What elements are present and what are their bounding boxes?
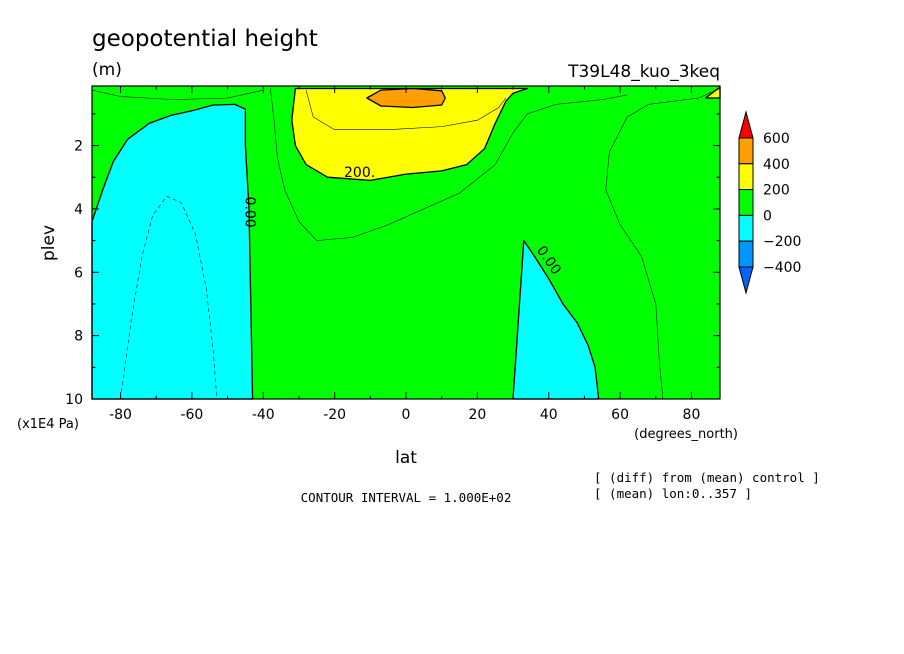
positive-region-200-400 [291,87,528,182]
note-mean: [ (mean) lon:0..357 ] [594,486,752,501]
colorbar-label: −400 [763,260,801,276]
x-axis-label: lat [395,448,417,468]
colorbar-label: 600 [763,131,790,147]
y-tick-label: 8 [74,329,83,345]
colorbar-segment [738,137,754,165]
colorbar-segment [738,214,754,242]
colorbar-segment [738,163,754,191]
colorbar-segment [738,240,754,268]
x-tick-label: -40 [252,407,275,423]
x-tick-label: 20 [468,407,486,423]
colorbar-label: 400 [763,157,790,173]
y-axis-label: plev [39,225,59,261]
negative-region-south [91,103,254,400]
plot-area: 200.0.000.00 [91,86,721,400]
colorbar: 600 400 200 0 −200 −400 [738,110,801,295]
colorbar-label: −200 [763,234,801,250]
y-tick-label: 6 [74,265,83,281]
x-tick-label: 40 [540,407,558,423]
contour-minus100-dashed [120,195,218,400]
x-tick-label: 0 [402,407,411,423]
x-tick-label: -80 [109,407,132,423]
x-tick-label: 80 [683,407,701,423]
contour-label-0: 200. [344,165,375,181]
experiment-label: T39L48_kuo_3keq [567,62,720,82]
colorbar-label: 200 [763,183,790,199]
contour-100-outer [270,88,628,241]
y-tick-label: 10 [65,392,83,408]
units-label: (m) [92,60,122,80]
y-tick-label: 2 [74,139,83,155]
colorbar-arrow-top [738,110,754,139]
positive-region-400-600 [366,87,446,109]
note-diff: [ (diff) from (mean) control ] [594,470,820,485]
contour-100-inner [305,90,507,130]
x-tick-label: -60 [180,407,203,423]
contour-label-1: 0.00 [241,197,257,228]
colorbar-segment [738,189,754,216]
chart-title: geopotential height [92,26,318,52]
contour-interval: CONTOUR INTERVAL = 1.000E+02 [301,490,512,505]
x-tick-label: -20 [323,407,346,423]
x-axis-units: (degrees_north) [634,427,738,442]
contour-100-north [605,88,721,400]
y-tick-label: 4 [74,202,83,218]
negative-region-north [512,239,600,400]
colorbar-label: 0 [763,208,772,224]
x-tick-label: 60 [611,407,629,423]
colorbar-arrow-bottom [738,266,754,295]
contour-100-topleft [91,89,264,100]
y-axis-units: (x1E4 Pa) [17,417,79,432]
axes: -80 -60 -40 -20 0 20 40 60 80 2 4 6 8 10 [65,85,721,423]
